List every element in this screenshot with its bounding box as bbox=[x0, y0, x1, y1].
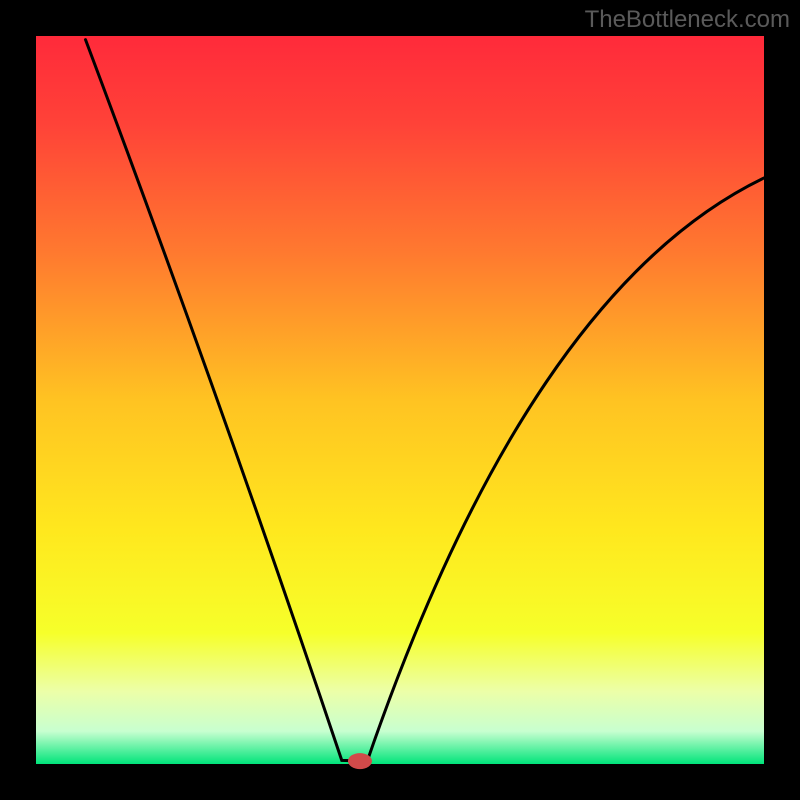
chart-frame: TheBottleneck.com bbox=[0, 0, 800, 800]
watermark-text: TheBottleneck.com bbox=[585, 6, 790, 34]
chart-svg bbox=[0, 0, 800, 800]
optimum-marker bbox=[348, 753, 372, 769]
plot-background bbox=[36, 36, 764, 764]
